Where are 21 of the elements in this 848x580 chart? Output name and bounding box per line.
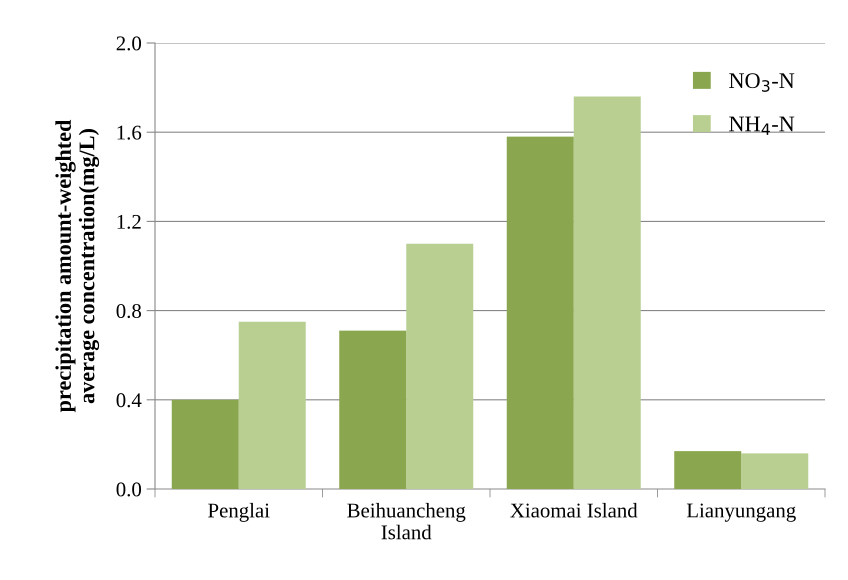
bar [238, 322, 306, 489]
y-axis-title: precipitation amount-weighted average concentration(mg/L) [55, 120, 100, 412]
x-tick-label: Lianyungang [686, 503, 796, 522]
bar [674, 451, 742, 489]
legend-label: NH$_{4}$-N [729, 116, 794, 135]
y-tick-label: 2.0 [116, 36, 142, 51]
x-tick-label: Beihuancheng Island [347, 502, 466, 540]
legend-label: NO$_{3}$-N [729, 73, 794, 92]
bar [406, 244, 474, 489]
y-tick-label: 0.4 [116, 393, 142, 408]
y-tick-label: 1.6 [118, 126, 142, 140]
y-tick-label: 1.2 [118, 214, 141, 229]
x-tick-label: Penglai [208, 502, 270, 522]
bar [506, 136, 574, 489]
x-tick-label: Xiaomai Island [510, 502, 638, 518]
bar [574, 96, 641, 489]
bar [172, 400, 239, 489]
y-tick-label: 0.0 [116, 482, 142, 497]
bar [339, 330, 406, 489]
bar [741, 453, 808, 489]
y-tick-label: 0.8 [116, 304, 142, 318]
